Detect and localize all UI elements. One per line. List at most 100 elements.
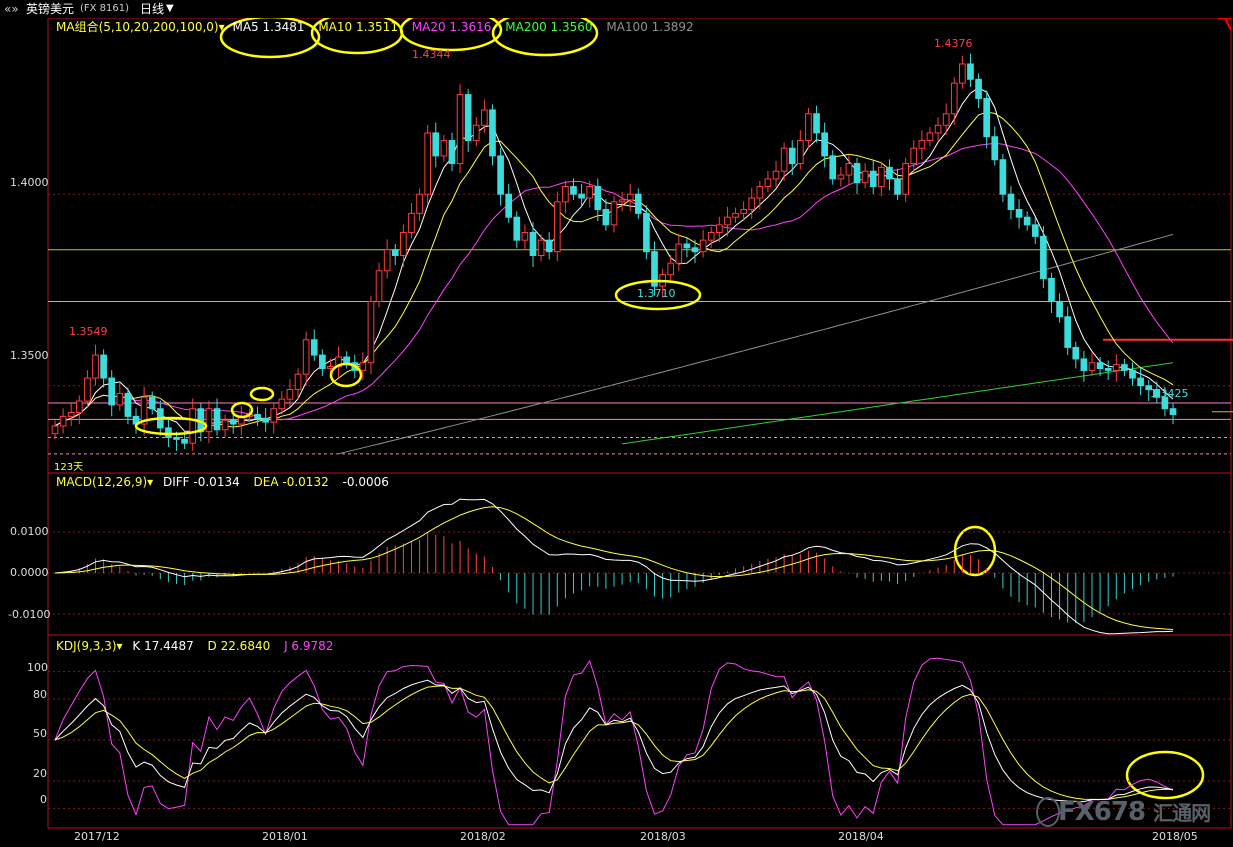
annotation-ellipse bbox=[614, 279, 702, 311]
x-axis-label: 2018/05 bbox=[1152, 830, 1198, 843]
candle bbox=[586, 186, 594, 199]
candle bbox=[1153, 389, 1161, 398]
kdj-axis-label: 100 bbox=[27, 661, 48, 674]
candle bbox=[1088, 362, 1096, 371]
candle bbox=[780, 147, 788, 172]
chevron-down-icon[interactable]: ▼ bbox=[166, 3, 174, 14]
period-selector[interactable]: 日线 bbox=[140, 2, 165, 16]
candle bbox=[229, 419, 237, 425]
candle bbox=[950, 82, 958, 115]
candle bbox=[837, 174, 845, 180]
kdj-legend-prefix[interactable]: KDJ(9,3,3) bbox=[56, 639, 117, 653]
ma-legend-prefix[interactable]: MA组合(5,10,20,200,100,0) bbox=[56, 20, 219, 34]
candle bbox=[853, 163, 861, 184]
candle bbox=[1161, 396, 1169, 410]
macd-diff-value: DIFF -0.0134 bbox=[163, 475, 240, 489]
candle bbox=[869, 170, 877, 188]
candle bbox=[67, 412, 75, 417]
candle bbox=[472, 124, 480, 142]
candle bbox=[1121, 364, 1128, 371]
candle bbox=[699, 239, 707, 253]
candle bbox=[926, 132, 934, 142]
candle bbox=[424, 132, 432, 195]
candle bbox=[116, 392, 124, 406]
ma200-value: MA200 1.3560 bbox=[505, 20, 593, 34]
candle bbox=[813, 113, 820, 134]
candle bbox=[1112, 364, 1120, 371]
candle bbox=[505, 193, 513, 218]
kdj-d-value: D 22.6840 bbox=[207, 639, 271, 653]
candle bbox=[732, 212, 739, 218]
candle bbox=[408, 212, 415, 234]
candle bbox=[886, 166, 893, 180]
candle bbox=[902, 163, 909, 195]
macd-legend-chevron-icon[interactable]: ▾ bbox=[147, 475, 154, 489]
candle bbox=[189, 408, 197, 444]
candle bbox=[651, 251, 658, 287]
candle bbox=[400, 232, 407, 256]
candle bbox=[181, 438, 188, 444]
candle bbox=[294, 373, 302, 391]
candle bbox=[254, 413, 261, 419]
candle bbox=[545, 239, 553, 253]
macd-legend-prefix[interactable]: MACD(12,26,9) bbox=[56, 475, 148, 489]
candle bbox=[51, 425, 59, 435]
double-chevron-icon[interactable]: «» bbox=[4, 2, 19, 16]
candle bbox=[456, 94, 464, 165]
macd-axis-label: 0.0000 bbox=[10, 566, 49, 579]
candle bbox=[967, 63, 974, 80]
candle bbox=[513, 216, 521, 241]
candle bbox=[1007, 193, 1015, 211]
candle bbox=[578, 193, 585, 199]
chart-header: «» 英镑美元 (FX 8161) 日线 ▼ bbox=[0, 0, 1233, 18]
candle bbox=[748, 197, 756, 211]
candle bbox=[1129, 369, 1136, 379]
ma-legend: MA组合(5,10,20,200,100,0)▾ MA5 1.3481 MA10… bbox=[56, 20, 704, 34]
candle bbox=[756, 186, 764, 199]
candle bbox=[286, 389, 294, 400]
candle bbox=[262, 417, 269, 423]
candle bbox=[481, 109, 488, 126]
symbol-name: 英镑美元 bbox=[26, 2, 75, 16]
candle bbox=[1072, 346, 1080, 360]
candle bbox=[724, 216, 731, 226]
candle bbox=[788, 147, 796, 165]
candle bbox=[772, 170, 780, 180]
macd-axis-label: 0.0100 bbox=[10, 525, 49, 538]
kdj-legend: KDJ(9,3,3)▾ K 17.4487 D 22.6840 J 6.9782 bbox=[56, 639, 343, 653]
kdj-j-value: J 6.9782 bbox=[284, 639, 334, 653]
candle bbox=[667, 262, 675, 276]
candle bbox=[715, 224, 723, 234]
candle bbox=[489, 109, 496, 157]
kdj-k-line bbox=[54, 679, 1174, 803]
price-low-label: 1.3710 bbox=[637, 287, 676, 300]
candle bbox=[124, 392, 132, 417]
candle bbox=[553, 201, 561, 253]
ma200-line bbox=[622, 362, 1174, 445]
candle bbox=[829, 155, 837, 180]
candle bbox=[310, 339, 318, 356]
kdj-legend-chevron-icon[interactable]: ▾ bbox=[116, 639, 123, 653]
watermark-logo bbox=[1036, 797, 1060, 827]
candle bbox=[1169, 408, 1177, 415]
annotation-ellipse bbox=[134, 416, 208, 436]
candle bbox=[691, 247, 699, 253]
candle bbox=[165, 427, 172, 438]
chart-frame bbox=[47, 17, 1232, 829]
candle bbox=[375, 270, 383, 302]
ma-legend-chevron-icon[interactable]: ▾ bbox=[218, 20, 225, 34]
price-axis-label: 1.4000 bbox=[10, 176, 49, 189]
candle bbox=[1080, 358, 1088, 371]
candle bbox=[983, 97, 991, 138]
candle bbox=[894, 178, 901, 195]
candle bbox=[910, 147, 918, 165]
candle bbox=[1056, 300, 1063, 318]
candle bbox=[675, 243, 683, 264]
corner-mark bbox=[1224, 17, 1232, 31]
macd-dea-value: DEA -0.0132 bbox=[253, 475, 329, 489]
x-axis-label: 2018/04 bbox=[838, 830, 884, 843]
candle bbox=[59, 415, 67, 427]
candle bbox=[805, 113, 812, 142]
candle bbox=[918, 140, 926, 149]
